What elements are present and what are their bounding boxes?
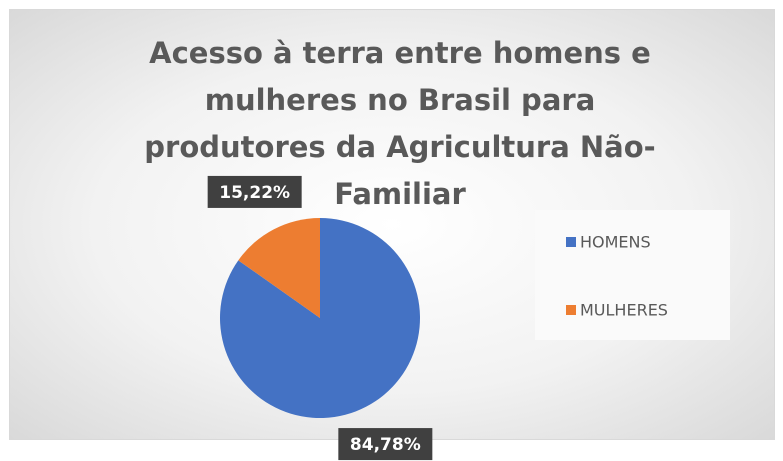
legend-swatch [566,305,576,315]
chart-title: Acesso à terra entre homens e mulheres n… [144,36,656,211]
legend-label: HOMENS [580,233,651,252]
legend-label: MULHERES [580,301,668,320]
legend-swatch [566,237,576,247]
data-label: 84,78% [350,435,421,455]
legend-box [535,210,730,340]
data-label: 15,22% [219,183,290,203]
data-label-box [207,175,302,208]
data-label-box [338,428,433,461]
pie-slice [238,218,320,318]
